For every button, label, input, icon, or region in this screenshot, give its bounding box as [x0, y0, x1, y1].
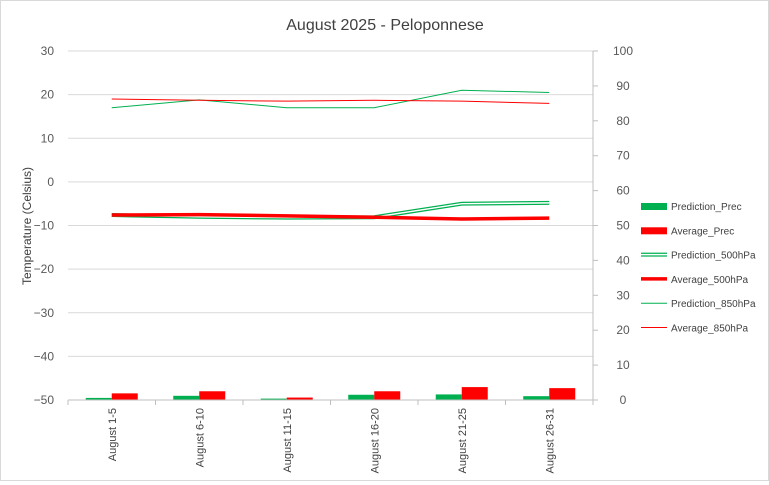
y-tick-label: −50: [34, 393, 55, 407]
bar: [461, 387, 488, 400]
bar: [111, 393, 138, 400]
bar: [549, 388, 576, 400]
x-tick-label: August 11-15: [282, 408, 294, 473]
y2-tick-label: 80: [616, 114, 630, 128]
y2-tick-label: 20: [616, 323, 630, 337]
bar: [173, 395, 200, 400]
y-tick-label: −40: [34, 349, 55, 363]
line-series: [111, 89, 550, 109]
series-lines: [111, 89, 550, 221]
legend-label: Prediction_500hPa: [671, 251, 756, 262]
y2-tick-label: 100: [613, 44, 633, 58]
chart-title: August 2025 - Peloponnese: [286, 17, 484, 34]
y-tick-label: 30: [41, 44, 55, 58]
y2-tick-label: 0: [620, 393, 627, 407]
y-tick-label: −10: [34, 219, 55, 233]
legend-label: Average_500hPa: [671, 275, 749, 286]
bar: [85, 397, 112, 400]
y-tick-label: 20: [41, 88, 55, 102]
bars: [85, 387, 576, 400]
y-tick-label: 0: [47, 175, 54, 189]
x-tick-label: August 16-20: [369, 408, 381, 473]
x-tick-label: August 21-25: [457, 408, 469, 473]
bar: [523, 396, 550, 400]
y2-tick-label: 90: [616, 79, 630, 93]
y2-tick-label: 60: [616, 184, 630, 198]
legend-label: Prediction_Prec: [671, 202, 742, 213]
legend: Prediction_Prec Average_Prec Prediction_50…: [641, 202, 756, 335]
x-tick-label: August 26-31: [544, 408, 556, 473]
legend-label: Average_Prec: [671, 226, 734, 237]
axes: 3020100−10−20−30−40−50100908070605040302…: [34, 44, 634, 473]
y-tick-label: −30: [34, 306, 55, 320]
y-tick-label: 10: [41, 131, 55, 145]
gridlines: [68, 50, 593, 401]
legend-swatch: [641, 203, 667, 210]
bar: [374, 391, 401, 400]
y2-tick-label: 50: [616, 219, 630, 233]
bar: [199, 391, 226, 400]
line-series: [111, 98, 550, 104]
line-series: [111, 212, 550, 221]
bar: [286, 397, 313, 400]
y2-tick-label: 10: [616, 358, 630, 372]
legend-label: Average_850hPa: [671, 324, 749, 335]
bar: [435, 394, 462, 400]
y-tick-label: −20: [34, 262, 55, 276]
x-tick-label: August 1-5: [107, 408, 119, 461]
y-axis-label: Temperature (Celsius): [20, 167, 34, 285]
legend-swatch: [641, 227, 667, 235]
y2-tick-label: 30: [616, 288, 630, 302]
y2-tick-label: 70: [616, 149, 630, 163]
bar: [348, 394, 375, 400]
bar: [260, 398, 287, 400]
y2-tick-label: 40: [616, 253, 630, 267]
x-tick-label: August 6-10: [194, 408, 206, 467]
legend-label: Prediction_850hPa: [671, 299, 756, 310]
